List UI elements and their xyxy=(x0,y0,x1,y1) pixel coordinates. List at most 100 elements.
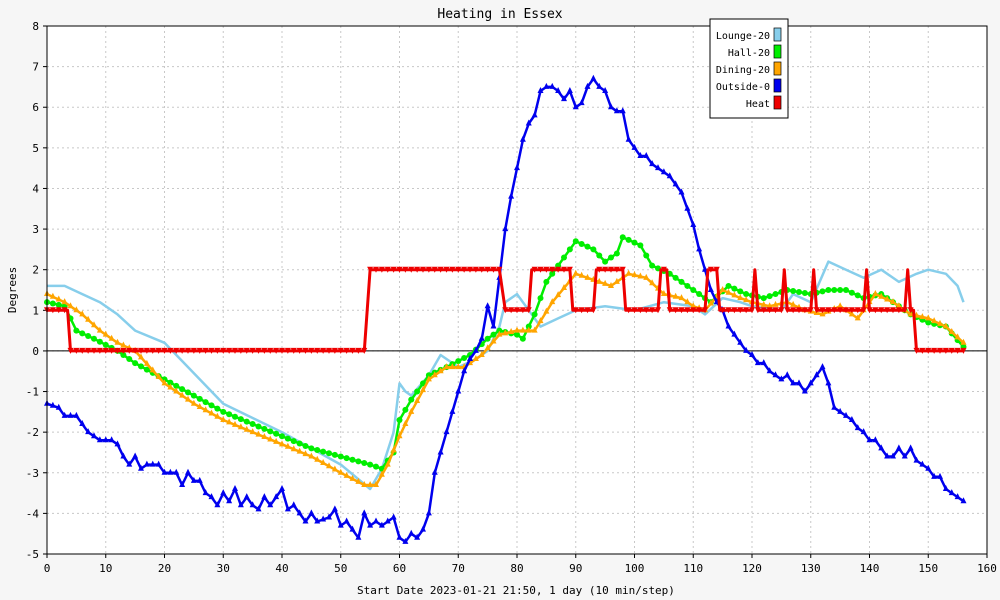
data-point-heat xyxy=(690,307,697,314)
data-point-heat xyxy=(948,347,955,354)
data-point-heat xyxy=(907,307,914,314)
data-point-dining-20 xyxy=(61,298,68,305)
legend-label: Outside-0 xyxy=(716,82,770,93)
data-point-hall-20 xyxy=(837,287,844,293)
data-point-outside-0 xyxy=(284,505,291,512)
x-tick-label: 50 xyxy=(334,562,347,575)
data-point-dining-20 xyxy=(337,468,344,475)
data-point-outside-0 xyxy=(472,346,479,353)
data-point-outside-0 xyxy=(243,493,250,500)
data-point-dining-20 xyxy=(443,363,450,370)
data-point-dining-20 xyxy=(608,281,614,288)
data-point-heat xyxy=(431,266,438,273)
data-point-heat xyxy=(566,266,573,273)
data-point-hall-20 xyxy=(132,360,139,367)
data-point-dining-20 xyxy=(496,330,503,337)
data-point-heat xyxy=(126,347,133,354)
data-point-outside-0 xyxy=(108,436,115,443)
data-point-hall-20 xyxy=(396,416,403,423)
data-point-dining-20 xyxy=(108,334,115,341)
data-point-heat xyxy=(91,347,97,354)
data-point-outside-0 xyxy=(942,485,949,492)
data-point-heat xyxy=(913,347,920,354)
data-point-heat xyxy=(96,347,103,354)
data-point-hall-20 xyxy=(349,456,356,463)
data-point-hall-20 xyxy=(514,331,520,338)
data-point-heat xyxy=(308,347,315,354)
data-point-outside-0 xyxy=(320,515,327,522)
data-point-dining-20 xyxy=(314,455,321,462)
data-point-dining-20 xyxy=(420,386,426,393)
data-point-dining-20 xyxy=(525,326,532,333)
data-point-outside-0 xyxy=(825,379,832,386)
data-point-hall-20 xyxy=(455,358,462,365)
data-point-heat xyxy=(472,266,479,273)
legend: Lounge-20 Hall-20 Dining-20 Outside-0 Heat xyxy=(709,18,789,119)
data-point-heat xyxy=(155,347,162,354)
data-point-heat xyxy=(514,307,520,314)
data-point-heat xyxy=(237,347,244,354)
data-point-heat xyxy=(666,307,673,314)
data-point-dining-20 xyxy=(549,298,556,305)
data-point-dining-20 xyxy=(55,295,62,302)
data-point-outside-0 xyxy=(531,111,538,118)
data-point-outside-0 xyxy=(837,407,844,414)
data-point-outside-0 xyxy=(161,468,168,475)
data-point-hall-20 xyxy=(790,288,797,295)
data-point-outside-0 xyxy=(373,517,379,524)
chart-title: Heating in Essex xyxy=(437,7,562,22)
data-point-outside-0 xyxy=(49,401,56,408)
data-point-hall-20 xyxy=(308,445,315,452)
data-point-dining-20 xyxy=(214,412,221,419)
data-point-dining-20 xyxy=(790,300,797,307)
y-tick-label: 3 xyxy=(32,223,39,236)
y-tick-label: 7 xyxy=(32,61,39,74)
data-point-dining-20 xyxy=(155,372,162,379)
data-point-outside-0 xyxy=(402,537,409,544)
data-point-hall-20 xyxy=(361,460,368,467)
data-point-hall-20 xyxy=(355,458,362,465)
data-point-outside-0 xyxy=(737,338,744,345)
data-point-hall-20 xyxy=(79,330,86,337)
legend-swatch xyxy=(773,27,782,42)
data-point-outside-0 xyxy=(279,485,285,492)
data-point-dining-20 xyxy=(114,338,121,345)
data-point-hall-20 xyxy=(284,435,291,442)
data-point-dining-20 xyxy=(937,319,943,326)
data-point-heat xyxy=(825,307,832,314)
data-point-heat xyxy=(749,307,755,314)
data-point-heat xyxy=(161,347,168,354)
y-tick-label: 6 xyxy=(32,101,39,114)
data-point-outside-0 xyxy=(684,204,691,211)
data-point-hall-20 xyxy=(772,291,779,298)
data-point-dining-20 xyxy=(948,327,955,334)
data-point-outside-0 xyxy=(91,432,97,439)
data-point-outside-0 xyxy=(696,245,703,252)
data-point-heat xyxy=(590,307,597,314)
data-point-outside-0 xyxy=(196,476,203,483)
data-point-outside-0 xyxy=(296,509,303,516)
data-point-hall-20 xyxy=(725,282,732,289)
data-point-dining-20 xyxy=(390,446,397,453)
data-point-hall-20 xyxy=(314,447,321,454)
data-point-heat xyxy=(561,266,567,273)
data-point-heat xyxy=(102,347,109,354)
data-point-outside-0 xyxy=(508,192,515,199)
data-point-outside-0 xyxy=(126,460,133,467)
data-point-heat xyxy=(890,307,896,314)
data-point-dining-20 xyxy=(120,341,127,348)
y-tick-label: 4 xyxy=(32,182,39,195)
data-point-heat xyxy=(819,307,826,314)
data-point-outside-0 xyxy=(361,509,368,516)
data-point-hall-20 xyxy=(167,379,174,386)
data-point-heat xyxy=(273,347,280,354)
data-point-dining-20 xyxy=(907,310,914,317)
data-point-dining-20 xyxy=(302,450,309,457)
data-point-heat xyxy=(484,266,491,273)
data-point-heat xyxy=(355,347,362,354)
data-point-heat xyxy=(290,347,297,354)
data-point-heat xyxy=(625,307,632,314)
data-point-heat xyxy=(414,266,421,273)
data-point-heat xyxy=(596,266,603,273)
data-point-dining-20 xyxy=(414,397,421,404)
